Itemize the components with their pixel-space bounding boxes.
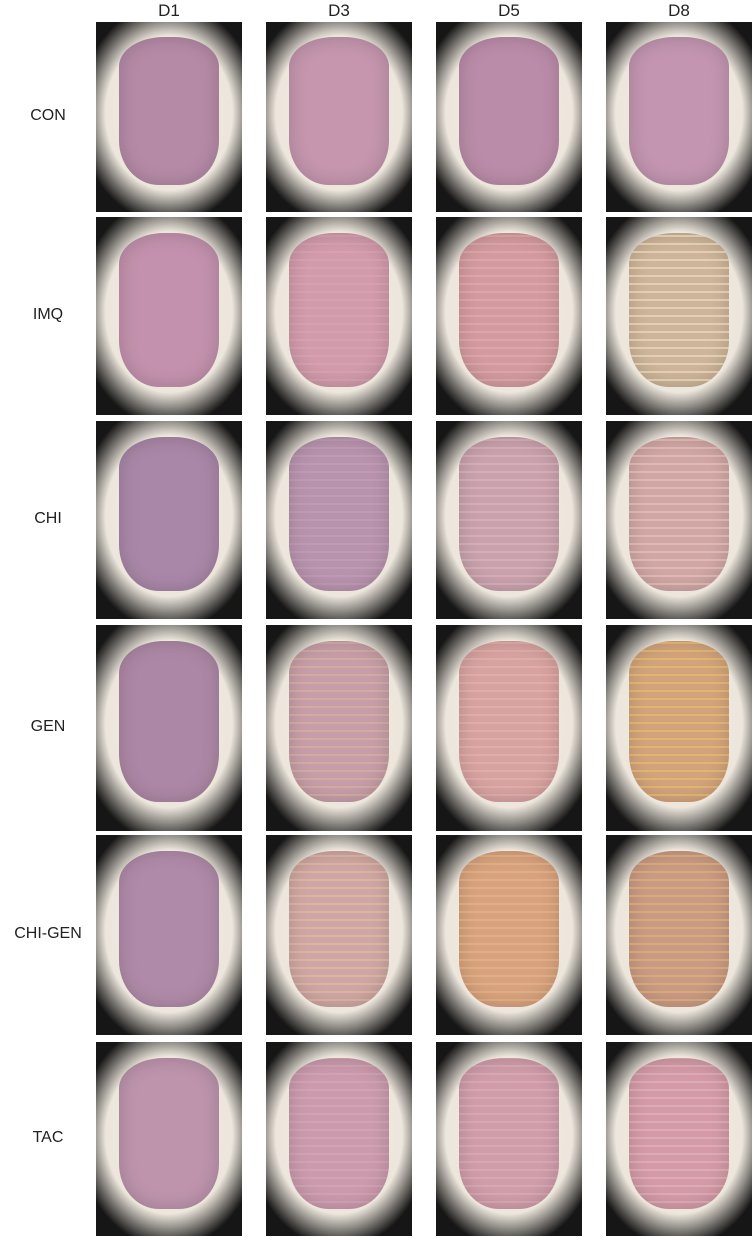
shaved-skin bbox=[289, 1057, 389, 1210]
shaved-skin bbox=[459, 37, 559, 186]
mouse-photo-chi-gen-d8 bbox=[606, 835, 752, 1035]
shaved-skin bbox=[289, 641, 389, 803]
shaved-skin bbox=[459, 232, 559, 388]
mouse-photo-gen-d5 bbox=[436, 625, 582, 831]
shaved-skin bbox=[289, 232, 389, 388]
shaved-skin bbox=[289, 851, 389, 1007]
mouse-photo-con-d3 bbox=[266, 22, 412, 212]
row-label-imq: IMQ bbox=[32, 306, 64, 323]
mouse-photo-imq-d5 bbox=[436, 217, 582, 415]
mouse-photo-chi-d5 bbox=[436, 421, 582, 619]
row-label-tac: TAC bbox=[32, 1129, 64, 1146]
mouse-photo-gen-d8 bbox=[606, 625, 752, 831]
shaved-skin bbox=[289, 37, 389, 186]
mouse-photo-chi-gen-d1 bbox=[96, 835, 242, 1035]
shaved-skin bbox=[629, 232, 729, 388]
row-label-con: CON bbox=[30, 107, 66, 124]
shaved-skin bbox=[119, 1057, 219, 1210]
shaved-skin bbox=[459, 1057, 559, 1210]
mouse-photo-chi-gen-d5 bbox=[436, 835, 582, 1035]
shaved-skin bbox=[459, 851, 559, 1007]
mouse-photo-chi-d3 bbox=[266, 421, 412, 619]
shaved-skin bbox=[459, 641, 559, 803]
mouse-photo-chi-gen-d3 bbox=[266, 835, 412, 1035]
mouse-photo-con-d1 bbox=[96, 22, 242, 212]
shaved-skin bbox=[629, 37, 729, 186]
mouse-photo-tac-d5 bbox=[436, 1042, 582, 1236]
column-header-d5: D5 bbox=[498, 1, 520, 20]
column-header-d3: D3 bbox=[328, 1, 350, 20]
mouse-photo-gen-d3 bbox=[266, 625, 412, 831]
mouse-photo-imq-d3 bbox=[266, 217, 412, 415]
row-label-chi: CHI bbox=[34, 510, 62, 527]
row-label-chi-gen: CHI-GEN bbox=[14, 925, 82, 942]
mouse-photo-tac-d8 bbox=[606, 1042, 752, 1236]
mouse-photo-imq-d8 bbox=[606, 217, 752, 415]
column-header-d1: D1 bbox=[158, 1, 180, 20]
shaved-skin bbox=[629, 851, 729, 1007]
mouse-photo-con-d8 bbox=[606, 22, 752, 212]
shaved-skin bbox=[119, 436, 219, 592]
shaved-skin bbox=[119, 851, 219, 1007]
mouse-photo-tac-d3 bbox=[266, 1042, 412, 1236]
shaved-skin bbox=[629, 1057, 729, 1210]
mouse-photo-tac-d1 bbox=[96, 1042, 242, 1236]
mouse-photo-chi-d8 bbox=[606, 421, 752, 619]
shaved-skin bbox=[119, 232, 219, 388]
shaved-skin bbox=[629, 436, 729, 592]
shaved-skin bbox=[629, 641, 729, 803]
column-header-d8: D8 bbox=[668, 1, 690, 20]
shaved-skin bbox=[119, 37, 219, 186]
mouse-photo-imq-d1 bbox=[96, 217, 242, 415]
mouse-photo-con-d5 bbox=[436, 22, 582, 212]
shaved-skin bbox=[289, 436, 389, 592]
shaved-skin bbox=[119, 641, 219, 803]
shaved-skin bbox=[459, 436, 559, 592]
mouse-photo-gen-d1 bbox=[96, 625, 242, 831]
row-label-gen: GEN bbox=[30, 718, 66, 735]
mouse-photo-chi-d1 bbox=[96, 421, 242, 619]
